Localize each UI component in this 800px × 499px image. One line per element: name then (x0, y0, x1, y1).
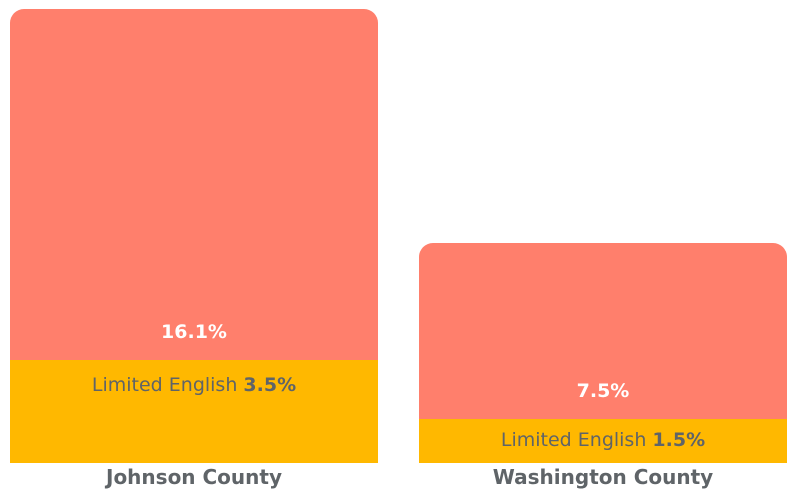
limited-english-value: 1.5% (652, 429, 706, 451)
limited-english-value: 3.5% (243, 374, 297, 396)
bar-total-segment (419, 243, 787, 419)
total-value: 7.5% (576, 380, 630, 402)
total-value: 16.1% (161, 321, 227, 343)
category-label: Johnson County (106, 465, 282, 489)
bar-limited-english-segment (419, 419, 787, 463)
limited-english-label: Limited English 3.5% (91, 374, 297, 396)
bar-johnson-county: 16.1% Limited English 3.5% (10, 9, 378, 463)
bar-washington-county: 7.5% Limited English 1.5% (419, 243, 787, 463)
bar-total-segment (10, 9, 378, 360)
category-label: Washington County (492, 465, 714, 489)
limited-english-label: Limited English 1.5% (500, 429, 706, 451)
bar-limited-english-segment (10, 360, 378, 463)
